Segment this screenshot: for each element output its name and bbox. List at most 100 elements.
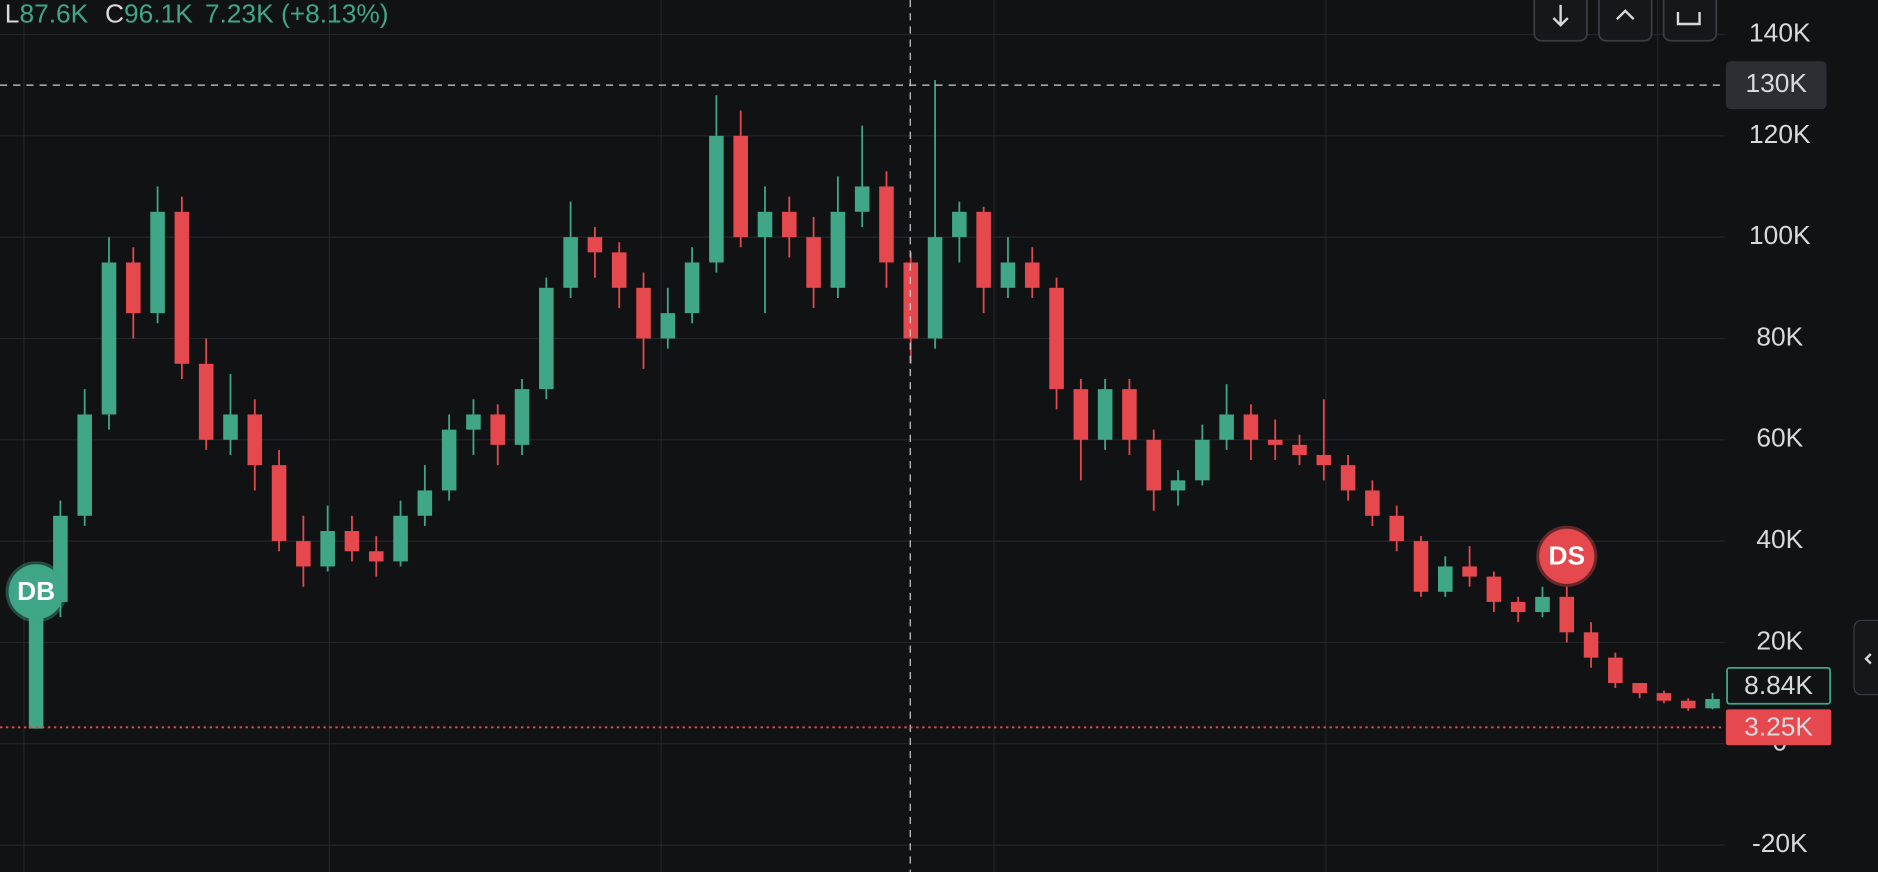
candle-body xyxy=(879,186,894,263)
candle-body xyxy=(1049,287,1064,390)
candle-body xyxy=(733,135,748,238)
candle-body xyxy=(174,211,190,364)
candle-body xyxy=(28,601,44,729)
candle-body xyxy=(1437,566,1453,592)
candle-body xyxy=(1097,389,1113,440)
candle-body xyxy=(1510,601,1526,613)
candle-body xyxy=(611,252,627,288)
candle-body xyxy=(1340,465,1356,491)
candle-body xyxy=(952,211,967,238)
price-line-box xyxy=(1725,709,1832,746)
candle-body xyxy=(1486,576,1502,602)
candle-body xyxy=(927,237,943,339)
candle-body xyxy=(198,363,214,440)
candle-body xyxy=(1462,566,1477,577)
price-line-label: 3.25K xyxy=(1744,711,1813,741)
candle-body xyxy=(903,262,919,339)
candle-body xyxy=(1535,596,1550,613)
y-tick-label: 140K xyxy=(1749,17,1811,47)
candle-body xyxy=(101,262,117,415)
candle-body xyxy=(77,414,92,516)
collapse-icon xyxy=(1616,9,1635,21)
candle-body xyxy=(1170,480,1186,491)
side-toggle-icon xyxy=(1864,653,1872,665)
candle-body xyxy=(296,541,311,567)
candle-body xyxy=(466,414,481,430)
candle-body xyxy=(1632,682,1647,694)
candle-body xyxy=(1122,389,1137,440)
y-tick-label: 100K xyxy=(1749,220,1811,250)
candle-body xyxy=(490,414,506,445)
candle-body xyxy=(1316,454,1332,466)
signal-marker-label: DB xyxy=(17,576,55,606)
candle-body xyxy=(1000,262,1016,288)
candle-body xyxy=(976,211,991,288)
candle-body xyxy=(150,211,165,314)
y-tick-label: 60K xyxy=(1756,423,1803,453)
candle-body xyxy=(1389,515,1404,542)
crosshair-label: 130K xyxy=(1745,68,1807,98)
candle-body xyxy=(636,287,651,339)
y-tick-label: 40K xyxy=(1756,524,1803,554)
candle-body xyxy=(1024,262,1040,288)
candle-body xyxy=(539,287,554,390)
legend-key: L xyxy=(5,0,20,29)
fullscreen-button[interactable] xyxy=(1662,0,1718,42)
candle-body xyxy=(660,313,676,339)
candle-body xyxy=(1705,698,1720,709)
legend-key: C xyxy=(105,0,124,29)
download-icon xyxy=(1552,4,1569,27)
candle-body xyxy=(441,429,457,491)
candle-body xyxy=(587,237,603,253)
candle-body xyxy=(1243,414,1259,440)
candle-body xyxy=(247,414,263,466)
signal-marker xyxy=(5,561,67,623)
last-price-box xyxy=(1726,666,1831,705)
candle-body xyxy=(781,211,797,238)
candle-body xyxy=(757,211,773,238)
candle-body xyxy=(709,135,724,263)
fullscreen-icon xyxy=(1676,12,1701,26)
candle-body xyxy=(1656,693,1672,701)
legend-value: 87.6K xyxy=(19,0,88,29)
y-tick-label: -20K xyxy=(1752,828,1808,858)
candle-body xyxy=(1219,414,1234,440)
candle-body xyxy=(1608,657,1623,683)
candle-body xyxy=(1073,389,1089,440)
candle-body xyxy=(344,530,360,552)
candle-body xyxy=(1292,444,1307,455)
candle-body xyxy=(1680,700,1696,709)
candle-body xyxy=(514,389,530,445)
candle-body xyxy=(368,551,384,562)
y-tick-label: 120K xyxy=(1749,119,1811,149)
candle-body xyxy=(1559,596,1575,633)
last-price-label: 8.84K xyxy=(1744,670,1813,700)
candle-body xyxy=(854,186,870,212)
ohlc-legend: L87.6K C96.1K 7.23K (+8.13%) xyxy=(5,0,389,29)
candle-body xyxy=(271,465,287,542)
candle-body xyxy=(563,237,578,288)
y-tick-label: 20K xyxy=(1756,625,1803,655)
candle-body xyxy=(1413,541,1429,592)
collapse-button[interactable] xyxy=(1598,0,1653,42)
candle-body xyxy=(393,515,408,562)
candle-body xyxy=(417,490,433,516)
candle-body xyxy=(320,530,335,567)
candle-body xyxy=(806,237,821,288)
candle-body xyxy=(1146,439,1162,491)
signal-marker xyxy=(1536,525,1598,587)
legend-change: 7.23K (+8.13%) xyxy=(205,0,389,29)
candle-body xyxy=(684,262,700,314)
candle-body xyxy=(1365,490,1380,516)
legend-value: 96.1K xyxy=(124,0,193,29)
signal-marker-label: DS xyxy=(1548,540,1585,570)
crosshair-label-box xyxy=(1725,61,1827,110)
candle-body xyxy=(223,414,238,440)
candle-body xyxy=(830,211,846,288)
y-tick-label: 80K xyxy=(1756,321,1803,351)
candle-body xyxy=(1583,632,1599,658)
candle-body xyxy=(1267,439,1283,445)
